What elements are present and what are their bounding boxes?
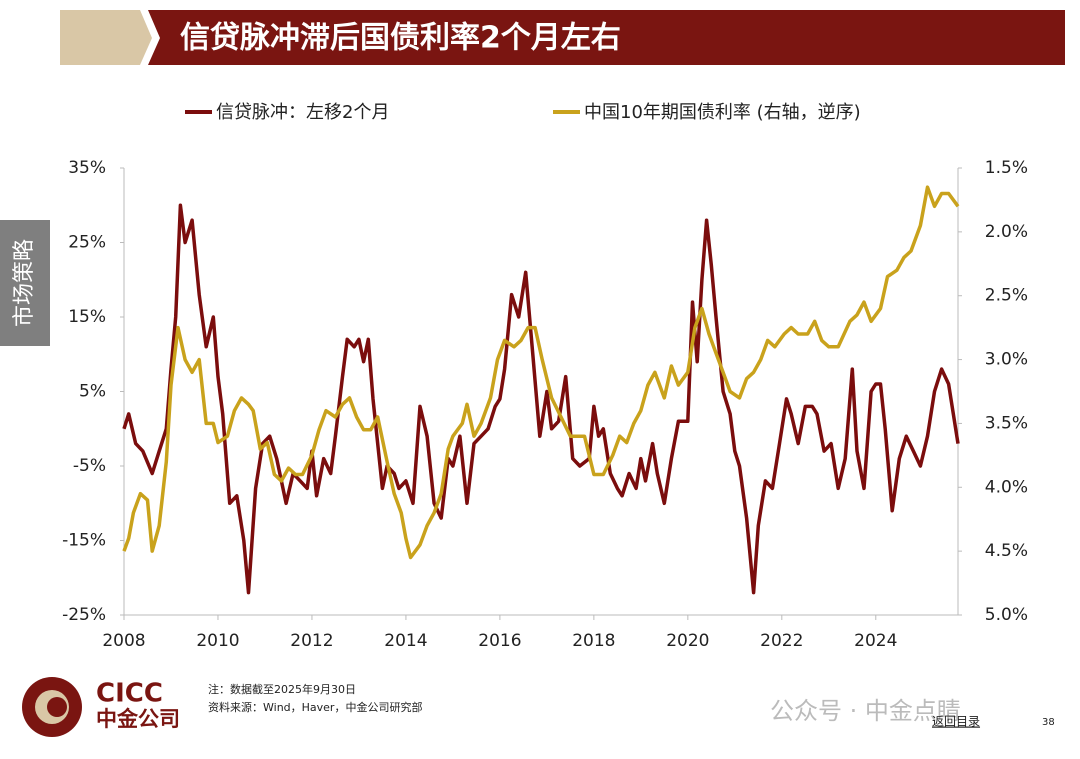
logo-mark-core (47, 697, 67, 717)
y-tick-label: -5% (73, 456, 106, 476)
chart: 35% 25% 15% 5% -5% -15% -25% 1.5% 2.0% 2.5% 3.0% 3.… (62, 102, 1028, 651)
source: 资料来源：Wind，Haver，中金公司研究部 (208, 700, 422, 714)
y-tick-label: -15% (62, 531, 106, 551)
y2-tick-label: 5.0% (985, 605, 1028, 625)
y2-tick-label: 3.0% (985, 350, 1028, 370)
x-tick-label: 2018 (572, 631, 615, 651)
header-bar (148, 10, 1065, 65)
y-tick-label: 15% (68, 307, 106, 327)
y2-tick-label: 3.5% (985, 413, 1028, 433)
y2-tick-label: 2.0% (985, 222, 1028, 242)
x-tick-label: 2024 (854, 631, 897, 651)
x-tick-label: 2008 (102, 631, 145, 651)
x-tick-label: 2012 (290, 631, 333, 651)
legend-label: 中国10年期国债利率 (右轴，逆序) (584, 102, 861, 123)
side-tab-label: 市场策略 (12, 239, 37, 327)
y-tick-label: 5% (79, 382, 106, 402)
watermark: 公众号 · 中金点睛 (770, 697, 961, 725)
y2-tick-label: 1.5% (985, 158, 1028, 178)
y-tick-label: -25% (62, 605, 106, 625)
logo-cn: 中金公司 (96, 707, 180, 731)
series-line (122, 185, 960, 560)
y-tick-label: 35% (68, 158, 106, 178)
note: 注：数据截至2025年9月30日 (208, 682, 356, 696)
y2-tick-label: 4.0% (985, 477, 1028, 497)
header-accent (60, 10, 152, 65)
side-tab (0, 220, 50, 346)
x-tick-label: 2020 (666, 631, 709, 651)
x-tick-label: 2014 (384, 631, 427, 651)
back-link[interactable]: 返回目录 (932, 715, 980, 729)
slide-title: 信贷脉冲滞后国债利率2个月左右 (180, 21, 621, 56)
y2-tick-label: 4.5% (985, 541, 1028, 561)
x-tick-label: 2022 (760, 631, 803, 651)
y-tick-label: 25% (68, 233, 106, 253)
logo-en: CICC (96, 679, 163, 709)
x-tick-label: 2016 (478, 631, 521, 651)
x-tick-label: 2010 (196, 631, 239, 651)
legend-label: 信贷脉冲：左移2个月 (216, 102, 389, 123)
page-number: 38 (1042, 717, 1055, 728)
series-line (122, 203, 960, 595)
y2-tick-label: 2.5% (985, 286, 1028, 306)
